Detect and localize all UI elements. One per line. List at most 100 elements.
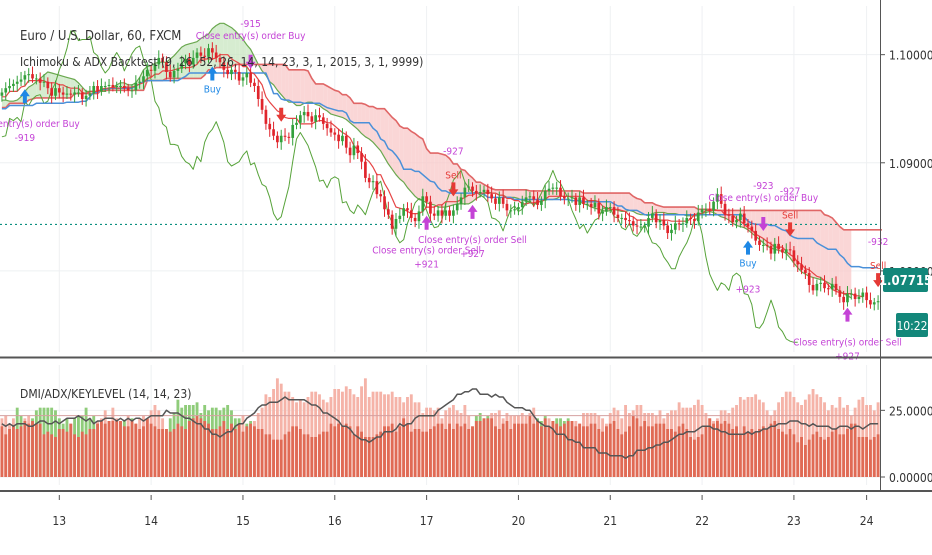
dmi-bar-back — [371, 391, 375, 477]
candle-body — [54, 88, 57, 96]
dmi-bar-front — [130, 421, 134, 477]
candle-body — [230, 69, 233, 75]
candle-body — [865, 292, 868, 301]
dmi-bar-front — [677, 426, 681, 477]
pnl-label: +921 — [414, 260, 439, 271]
indicator-title: DMI/ADX/KEYLEVEL (14, 14, 23) — [20, 387, 192, 401]
candle-body — [321, 117, 325, 124]
candle-body — [69, 93, 73, 95]
candle-body — [727, 214, 731, 216]
candle-body — [111, 84, 115, 88]
dmi-bar-front — [876, 434, 880, 477]
dmi-bar-front — [115, 421, 119, 477]
candle-body — [249, 73, 252, 83]
cloud-segment — [158, 62, 163, 81]
dmi-bar-front — [872, 437, 876, 477]
candle-body — [103, 86, 107, 88]
candle-body — [356, 145, 360, 154]
dmi-bar-front — [574, 426, 578, 477]
cloud-segment — [36, 78, 41, 98]
candle-body — [276, 135, 279, 143]
cloud-segment — [468, 174, 473, 204]
dmi-bar-front — [172, 429, 176, 477]
candle-body — [264, 109, 268, 124]
cloud-segment — [843, 229, 848, 296]
candle-body — [494, 198, 497, 204]
candle-body — [398, 215, 402, 220]
candle-body — [8, 86, 11, 89]
cloud-segment — [338, 91, 343, 118]
candle-body — [563, 196, 566, 199]
candle-body — [524, 197, 528, 202]
dmi-bar-front — [551, 421, 555, 477]
dmi-bar-front — [639, 426, 643, 477]
cloud-segment — [300, 69, 305, 106]
candle-body — [788, 249, 792, 251]
candle-body — [272, 129, 275, 136]
candle-body — [811, 284, 815, 291]
cloud-segment — [277, 64, 282, 95]
buy-arrow-icon — [842, 307, 853, 322]
dmi-bar-front — [195, 415, 199, 477]
dmi-bar-front — [796, 442, 800, 477]
candle-body — [601, 211, 604, 214]
cloud-segment — [836, 222, 840, 292]
countdown-label: 10:22 — [896, 319, 927, 333]
candle-body — [605, 207, 608, 212]
cloud-segment — [181, 44, 186, 79]
candle-body — [635, 225, 639, 227]
candle-body — [268, 123, 272, 130]
pnl-label: -927 — [443, 146, 463, 157]
cloud-segment — [640, 199, 645, 215]
dmi-bar-front — [107, 421, 111, 477]
cloud-segment — [770, 210, 775, 250]
time-tick-label: 23 — [787, 514, 801, 528]
dmi-bar-front — [857, 437, 861, 477]
dmi-bar-front — [673, 431, 677, 477]
candle-body — [513, 209, 516, 211]
dmi-bar-front — [84, 434, 88, 477]
candle-body — [872, 302, 876, 305]
candle-body — [520, 201, 524, 208]
dmi-bar-front — [467, 429, 471, 477]
cloud-segment — [625, 193, 630, 212]
cloud-segment — [778, 210, 783, 252]
candle-body — [245, 73, 249, 78]
candle-body — [348, 147, 352, 156]
dmi-bar-front — [260, 429, 264, 477]
cloud-segment — [403, 128, 408, 188]
dmi-bar-front — [784, 434, 788, 477]
dmi-bar-front — [662, 423, 666, 477]
dmi-bar-front — [838, 434, 842, 477]
dmi-bar-front — [823, 439, 826, 477]
buy-arrow-icon — [421, 215, 432, 230]
dmi-bar-front — [601, 431, 605, 477]
buy-arrow-icon — [743, 240, 753, 255]
dmi-bar-front — [413, 429, 417, 477]
candle-body — [310, 116, 314, 122]
candle-body — [624, 217, 627, 221]
dmi-bar-front — [341, 426, 344, 477]
candle-body — [436, 210, 440, 216]
cloud-segment — [839, 226, 844, 294]
cloud-segment — [675, 207, 680, 215]
adx-line — [1, 388, 879, 460]
dmi-bar-front — [700, 434, 704, 477]
candle-body — [781, 249, 784, 253]
candle-body — [834, 283, 838, 291]
dmi-bar-front — [398, 426, 402, 477]
dmi-bar-front — [773, 421, 777, 477]
candle-body — [337, 134, 340, 142]
cloud-segment — [330, 88, 335, 116]
dmi-bar-front — [88, 429, 92, 477]
dmi-bar-front — [203, 421, 207, 477]
main-chart-title: Euro / U.S. Dollar, 60, FXCM — [20, 29, 181, 44]
dmi-bar-front — [486, 418, 490, 477]
dmi-bar-back — [275, 378, 279, 477]
dmi-bar-front — [310, 437, 314, 477]
candle-body — [157, 57, 161, 65]
dmi-bar-front — [842, 434, 846, 477]
cloud-segment — [32, 81, 37, 99]
dmi-bar-front — [520, 423, 524, 477]
